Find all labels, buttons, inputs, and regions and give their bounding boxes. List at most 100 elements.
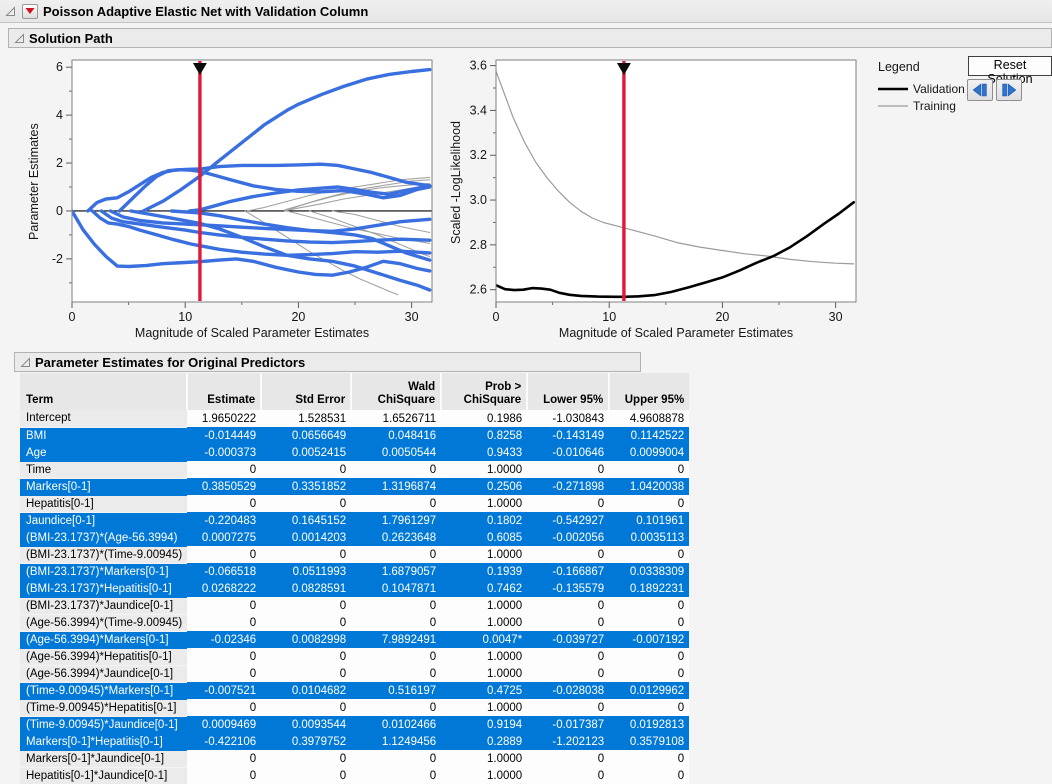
wald-cell: 1.6879057 <box>351 563 442 580</box>
table-row[interactable]: (Time-9.00945)*Markers[0-1] -0.007521 0.01… <box>20 682 690 700</box>
table-row[interactable]: (Time-9.00945)*Jaundice[0-1] 0.0009469 0.0… <box>20 716 690 734</box>
lower-cell: 0 <box>527 665 610 682</box>
prob-cell: 1.0000 <box>441 665 528 682</box>
upper-cell: 0.1142522 <box>609 427 690 444</box>
disclosure-triangle-icon[interactable] <box>4 5 17 18</box>
series-blue-path-10 <box>169 209 432 262</box>
std-error-cell: 0 <box>261 546 352 563</box>
table-row[interactable]: (Age-56.3994)*Jaundice[0-1] 0 0 0 1.0000 0 0 <box>20 665 690 683</box>
solution-path-title: Solution Path <box>29 30 113 46</box>
table-row[interactable]: Hepatitis[0-1]*Jaundice[0-1] 0 0 0 1.0000 0 0 <box>20 767 690 784</box>
disclosure-triangle-icon[interactable] <box>13 32 26 45</box>
table-row[interactable]: Age -0.000373 0.0052415 0.0050544 0.9433 -0.0… <box>20 444 690 462</box>
table-row[interactable]: Intercept 1.9650222 1.528531 1.6526711 0.198… <box>20 410 690 428</box>
table-row[interactable]: Time 0 0 0 1.0000 0 0 <box>20 461 690 479</box>
disclosure-triangle-icon[interactable] <box>19 356 32 369</box>
table-row[interactable]: (Age-56.3994)*Hepatitis[0-1] 0 0 0 1.0000 0 0 <box>20 648 690 666</box>
wald-cell: 0 <box>351 614 442 631</box>
table-row[interactable]: (Age-56.3994)*(Time-9.00945) 0 0 0 1.0000 0 0 <box>20 614 690 632</box>
std-error-cell: 0.0104682 <box>261 682 352 699</box>
table-row[interactable]: (BMI-23.1737)*Jaundice[0-1] 0 0 0 1.0000 0 0 <box>20 597 690 615</box>
solution-selector-handle-icon[interactable] <box>192 63 207 75</box>
term-cell: (Age-56.3994)*(Time-9.00945) <box>20 614 188 632</box>
solution-selector-handle-icon[interactable] <box>616 63 631 75</box>
series-blue-path-3 <box>117 167 432 213</box>
table-row[interactable]: (Age-56.3994)*Markers[0-1] -0.02346 0.0082… <box>20 631 690 649</box>
prob-cell: 0.1939 <box>441 563 528 580</box>
wald-cell: 0.0102466 <box>351 716 442 733</box>
legend-title: Legend <box>878 60 920 74</box>
table-row[interactable]: (BMI-23.1737)*Hepatitis[0-1] 0.0268222 0.0… <box>20 580 690 598</box>
term-cell: (Age-56.3994)*Markers[0-1] <box>20 631 188 649</box>
wald-cell: 1.1249456 <box>351 733 442 750</box>
table-row[interactable]: Hepatitis[0-1] 0 0 0 1.0000 0 0 <box>20 495 690 513</box>
x-tick-label: 0 <box>69 310 76 324</box>
step-forward-button[interactable] <box>996 79 1022 101</box>
parameter-estimates-header[interactable]: Parameter Estimates for Original Predict… <box>14 352 641 372</box>
step-backward-button[interactable] <box>967 79 993 101</box>
term-cell: Markers[0-1]*Hepatitis[0-1] <box>20 733 188 751</box>
column-header: Lower 95% <box>527 373 611 410</box>
red-triangle-icon <box>25 8 35 14</box>
solution-path-plot: 0 10 20 30 -2 0 2 4 6 <box>52 59 433 324</box>
column-header: Std Error <box>261 373 353 410</box>
prob-cell: 1.0000 <box>441 767 528 784</box>
prob-cell: 1.0000 <box>441 597 528 614</box>
table-row[interactable]: (BMI-23.1737)*(Age-56.3994) 0.0007275 0.00… <box>20 529 690 547</box>
solution-selector-line[interactable] <box>192 61 207 301</box>
lower-cell: 0 <box>527 750 610 767</box>
lower-cell: -0.002056 <box>527 529 610 546</box>
solution-path-header[interactable]: Solution Path <box>8 28 1052 48</box>
column-header: Term <box>20 373 189 410</box>
series-training-path-8 <box>331 210 431 234</box>
legend-item: Validation <box>878 82 968 96</box>
parameter-estimates-title: Parameter Estimates for Original Predict… <box>35 354 306 370</box>
term-cell: (BMI-23.1737)*(Time-9.00945) <box>20 546 188 564</box>
lower-cell: 0 <box>527 614 610 631</box>
table-row[interactable]: BMI -0.014449 0.0656649 0.048416 0.8258 -0.14… <box>20 427 690 445</box>
table-row[interactable]: (Time-9.00945)*Hepatitis[0-1] 0 0 0 1.0000 0 0 <box>20 699 690 717</box>
wald-cell: 0.048416 <box>351 427 442 444</box>
lower-cell: 0 <box>527 767 610 784</box>
upper-cell: 0.0035113 <box>609 529 690 546</box>
prob-cell: 0.1802 <box>441 512 528 529</box>
estimate-cell: 0.0268222 <box>187 580 262 597</box>
wald-cell: 0 <box>351 546 442 563</box>
y-tick-label: 3.6 <box>470 59 487 73</box>
series-blue-path-4 <box>187 184 432 213</box>
legend-item-label: Validation <box>913 82 965 96</box>
table-row[interactable]: Markers[0-1]*Hepatitis[0-1] -0.422106 0.39… <box>20 733 690 751</box>
x-tick-label: 10 <box>602 310 616 324</box>
table-row[interactable]: Markers[0-1]*Jaundice[0-1] 0 0 0 1.0000 0 0 <box>20 750 690 768</box>
legend-item-label: Training <box>913 99 956 113</box>
prob-cell: 0.2889 <box>441 733 528 750</box>
parameter-estimates-table: Term Estimate Std Error Wald ChiSquare Prob >… <box>20 373 690 784</box>
table-row[interactable]: (BMI-23.1737)*Markers[0-1] -0.066518 0.051… <box>20 563 690 581</box>
estimate-cell: 0.0009469 <box>187 716 262 733</box>
solution-selector-line[interactable] <box>616 61 631 301</box>
prob-cell: 1.0000 <box>441 495 528 512</box>
estimate-cell: -0.066518 <box>187 563 262 580</box>
std-error-cell: 0 <box>261 665 352 682</box>
series-blue-path-6 <box>90 209 432 258</box>
lower-cell: 0 <box>527 461 610 478</box>
estimate-cell: 1.9650222 <box>187 410 262 427</box>
legend-line-sample <box>878 87 908 91</box>
table-row[interactable]: Markers[0-1] 0.3850529 0.3351852 1.3196874 0… <box>20 478 690 496</box>
x-tick-label: 30 <box>829 310 843 324</box>
upper-cell: 0 <box>609 546 690 563</box>
table-row[interactable]: Jaundice[0-1] -0.220483 0.1645152 1.7961297… <box>20 512 690 530</box>
column-header: Prob > ChiSquare <box>441 373 529 410</box>
wald-cell: 0 <box>351 767 442 784</box>
outline-title-bar: Poisson Adaptive Elastic Net with Valida… <box>0 0 1052 23</box>
prob-cell: 0.6085 <box>441 529 528 546</box>
table-row[interactable]: (BMI-23.1737)*(Time-9.00945) 0 0 0 1.0000 0 0 <box>20 546 690 564</box>
red-triangle-menu-button[interactable] <box>22 3 38 19</box>
prob-cell: 0.7462 <box>441 580 528 597</box>
std-error-cell: 0.0828591 <box>261 580 352 597</box>
y-tick-label: 4 <box>56 108 63 122</box>
estimate-cell: 0 <box>187 699 262 716</box>
upper-cell: 0 <box>609 699 690 716</box>
reset-solution-button[interactable]: Reset Solution <box>968 56 1052 86</box>
